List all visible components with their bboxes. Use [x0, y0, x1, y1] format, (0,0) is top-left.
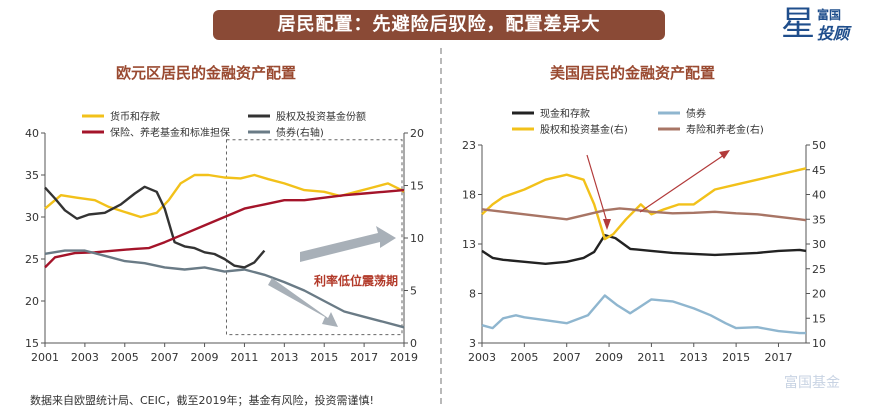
- x-tick-label: 2019: [390, 351, 418, 364]
- x-tick-label: 2005: [111, 351, 139, 364]
- y-left-tick-label: 30: [25, 211, 39, 224]
- x-tick-label: 2015: [310, 351, 338, 364]
- y-right-tick-label: 5: [410, 285, 417, 298]
- x-tick-label: 2009: [191, 351, 219, 364]
- y-left-tick-label: 35: [25, 169, 39, 182]
- down-trend-arrow: [586, 154, 608, 223]
- series-line-2: [44, 185, 266, 269]
- y-right-tick-label: 30: [812, 238, 826, 251]
- logo-line2: 投顾: [817, 24, 850, 43]
- y-left-tick-label: 20: [25, 295, 39, 308]
- y-right-tick-label: 10: [410, 232, 424, 245]
- x-tick-label: 2007: [553, 351, 581, 364]
- annotation-label: 利率低位震荡期: [314, 273, 398, 288]
- y-left-tick-label: 13: [462, 238, 476, 251]
- x-tick-label: 2011: [230, 351, 258, 364]
- y-right-tick-label: 15: [812, 312, 826, 325]
- y-right-tick-label: 20: [410, 127, 424, 140]
- star-logo-icon: 星: [781, 4, 815, 44]
- x-tick-label: 2017: [764, 351, 792, 364]
- legend-label: 货币和存款: [110, 110, 160, 123]
- series-line-4: [481, 207, 807, 222]
- chart1-title: 欧元区居民的金融资产配置: [116, 64, 297, 82]
- x-tick-label: 2005: [510, 351, 538, 364]
- x-tick-label: 2007: [151, 351, 179, 364]
- y-left-tick-label: 40: [25, 127, 39, 140]
- y-left-tick-label: 23: [462, 139, 476, 152]
- x-tick-label: 2003: [468, 351, 496, 364]
- x-tick-label: 2011: [637, 351, 665, 364]
- series-line-4: [44, 249, 405, 329]
- up-trend-arrow-head-icon: [719, 150, 730, 159]
- y-right-tick-label: 20: [812, 288, 826, 301]
- down-trend-arrow-head-icon: [603, 219, 611, 230]
- down-arrow-icon: [268, 278, 338, 327]
- up-arrow-icon: [300, 226, 396, 262]
- x-tick-label: 2017: [350, 351, 378, 364]
- focus-region-box: [225, 139, 403, 336]
- x-tick-label: 2015: [722, 351, 750, 364]
- chart-euro: 15 20 25 30 35 40 0 5 10 15 20 2001 2003 2005 2007 2009…: [25, 110, 424, 364]
- y-right-tick-label: 45: [812, 164, 826, 177]
- x-tick-label: 2001: [31, 351, 59, 364]
- series-line-3: [481, 167, 807, 241]
- chart-us: 3 8 13 18 23 10 15 20 25 30 35 40 45 50 2003 2005 2007 20…: [462, 107, 826, 364]
- legend-label: 现金和存款: [540, 107, 590, 120]
- y-left-tick-label: 25: [25, 253, 39, 266]
- legend-label: 股权及投资基金份额: [276, 110, 366, 123]
- x-tick-label: 2003: [71, 351, 99, 364]
- y-left-tick-label: 8: [469, 288, 476, 301]
- y-right-tick-label: 10: [812, 337, 826, 350]
- y-left-tick-label: 3: [469, 337, 476, 350]
- legend-label: 保险、养老基金和标准担保: [110, 126, 230, 139]
- y-left-tick-label: 18: [462, 189, 476, 202]
- y-left-tick-label: 15: [25, 337, 39, 350]
- logo-line1: 富国: [817, 8, 842, 22]
- y-right-tick-label: 50: [812, 139, 826, 152]
- chart2-title: 美国居民的金融资产配置: [550, 64, 716, 82]
- x-tick-label: 2013: [270, 351, 298, 364]
- legend-label: 股权和投资基金(右): [540, 123, 628, 136]
- legend-label: 债券: [686, 107, 706, 120]
- series-line-1: [44, 173, 405, 219]
- banner-title: 居民配置：先避险后驭险，配置差异大: [213, 10, 665, 40]
- y-right-tick-label: 15: [410, 180, 424, 193]
- series-line-1: [481, 233, 807, 265]
- x-tick-label: 2013: [680, 351, 708, 364]
- panel-divider: [440, 48, 442, 404]
- legend-label: 寿险和养老金(右): [686, 123, 764, 136]
- watermark: 富国基金: [784, 375, 840, 391]
- footnote: 数据来自欧盟统计局、CEIC，截至2019年；基金有风险，投资需谨慎!: [30, 394, 374, 407]
- y-right-tick-label: 0: [410, 337, 417, 350]
- x-tick-label: 2009: [595, 351, 623, 364]
- up-trend-arrow: [639, 154, 725, 213]
- y-right-tick-label: 25: [812, 263, 826, 276]
- series-line-3: [44, 188, 405, 269]
- legend-label: 债券(右轴): [276, 126, 324, 139]
- y-right-tick-label: 40: [812, 189, 826, 202]
- brand-logo: 星 富国 投顾: [775, 4, 875, 44]
- y-right-tick-label: 35: [812, 213, 826, 226]
- series-line-2: [481, 294, 806, 335]
